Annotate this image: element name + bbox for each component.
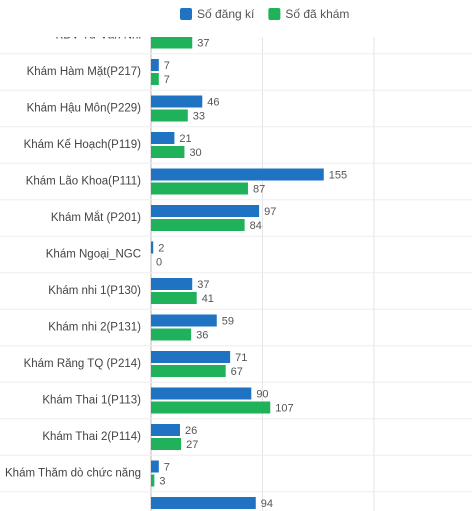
y-tick-label: Khám Thăm dò chức năng	[5, 468, 141, 480]
data-label: 7	[164, 461, 170, 473]
data-label: 107	[275, 402, 293, 414]
y-tick-label: Khám Thai 2(P114)	[42, 431, 141, 443]
bar	[151, 351, 231, 363]
bar	[151, 460, 159, 473]
bar	[151, 37, 193, 49]
data-label: 67	[231, 366, 243, 378]
bar	[151, 401, 271, 414]
bar	[151, 314, 217, 327]
y-tick-label: Khám nhi 2(P131)	[48, 322, 141, 334]
bar	[151, 205, 260, 217]
y-tick-label: Khám Mắt (P201)	[51, 211, 141, 224]
data-label: 33	[193, 110, 205, 122]
data-label: 37	[197, 37, 209, 49]
data-label: 27	[186, 439, 198, 451]
data-label: 46	[207, 96, 219, 108]
bar	[151, 438, 182, 450]
data-label: 41	[202, 293, 214, 305]
bar	[151, 328, 192, 341]
data-label: 59	[222, 315, 234, 327]
data-label: 21	[179, 133, 191, 145]
bar	[151, 365, 226, 377]
y-tick-label: Khám Ngoại_NGC	[46, 249, 141, 261]
legend-swatch	[180, 8, 192, 20]
y-tick-label: Khám Răng TQ (P214)	[24, 358, 142, 370]
y-tick-label: Khám Lão Khoa(P111)	[26, 176, 141, 188]
bar	[151, 59, 159, 71]
bar	[151, 278, 193, 290]
data-label: 87	[253, 183, 265, 195]
bar	[151, 168, 324, 181]
bar	[151, 95, 203, 108]
bar	[151, 182, 248, 195]
bar	[151, 474, 155, 487]
legend-swatch	[268, 8, 281, 20]
bar	[151, 424, 180, 436]
bar	[151, 146, 185, 158]
y-tick-label: Khám Hàm Mặt(P217)	[27, 66, 142, 78]
data-label: 3	[159, 475, 165, 487]
bar	[151, 73, 159, 85]
data-label: 0	[156, 256, 162, 268]
legend: Số đăng kí Số đã khám	[180, 7, 349, 21]
data-label: 26	[185, 425, 197, 437]
data-label: 37	[197, 279, 209, 291]
data-label: 2	[158, 242, 164, 254]
y-tick-label: Khám nhi 1(P130)	[48, 285, 141, 297]
data-label: 36	[196, 329, 208, 341]
bar	[151, 497, 256, 509]
bar	[151, 219, 245, 231]
data-label: 7	[164, 74, 170, 86]
data-label: 71	[235, 352, 247, 364]
data-label: 94	[261, 498, 273, 510]
bar	[151, 241, 154, 254]
data-label: 90	[256, 388, 268, 400]
y-tick-label: Khám Thai 1(P113)	[42, 395, 141, 407]
data-label: 84	[250, 220, 262, 232]
data-label: 7	[164, 60, 170, 72]
data-label: 30	[189, 147, 201, 159]
data-label: 155	[329, 169, 347, 181]
y-tick-label: Khám Kế Hoạch(P119)	[24, 139, 142, 151]
bar	[151, 109, 188, 122]
legend-label: Số đăng kí	[197, 7, 255, 21]
bar	[151, 387, 252, 400]
bar	[151, 292, 197, 304]
bar	[151, 132, 175, 144]
legend-label: Số đã khám	[285, 7, 349, 21]
y-tick-label: Khám Hậu Môn(P229)	[27, 103, 142, 115]
data-label: 97	[264, 206, 276, 218]
y-tick-label: KĐV Tư Vấn Nhi	[56, 30, 141, 42]
